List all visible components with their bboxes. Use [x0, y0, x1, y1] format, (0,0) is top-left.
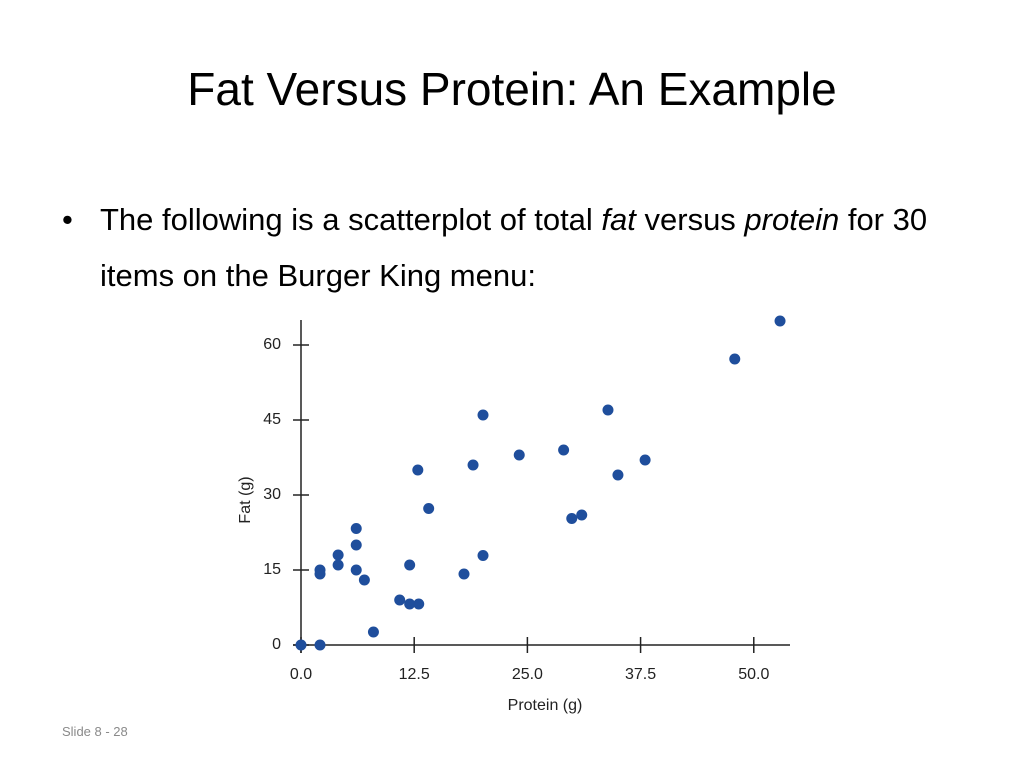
x-tick-label: 25.0 — [512, 666, 543, 683]
point — [367, 626, 379, 638]
text: for 30 items on the Burger King menu: — [100, 202, 928, 293]
point — [412, 464, 424, 476]
y-tick-label: 45 — [263, 411, 281, 428]
point — [477, 409, 489, 421]
point — [774, 315, 786, 327]
text: fat — [601, 202, 636, 237]
point — [404, 559, 416, 571]
x-tick-label: 0.0 — [290, 666, 312, 683]
slide-title: Fat Versus Protein: An Example — [187, 63, 837, 115]
y-tick-label: 60 — [263, 336, 281, 353]
point — [576, 509, 588, 521]
point — [314, 568, 326, 580]
bullet-text: The following is a scatterplot of total … — [100, 192, 970, 304]
point — [413, 598, 425, 610]
y-tick-label: 0 — [272, 636, 281, 653]
x-tick-label: 12.5 — [399, 666, 430, 683]
point — [612, 469, 624, 481]
text: The following is a scatterplot of total — [100, 202, 602, 237]
point — [314, 639, 326, 651]
point — [467, 459, 479, 471]
point — [350, 523, 362, 534]
y-tick-label: 15 — [263, 561, 281, 578]
point — [477, 550, 489, 561]
x-axis-label: Protein (g) — [508, 697, 583, 714]
point — [358, 574, 370, 586]
point — [513, 449, 525, 461]
point — [332, 559, 344, 571]
point — [295, 639, 307, 651]
point — [394, 594, 406, 606]
point — [404, 598, 416, 610]
y-tick-label: 30 — [263, 486, 281, 503]
point — [639, 454, 651, 466]
point — [332, 549, 344, 561]
point — [602, 404, 614, 416]
x-tick-label: 37.5 — [625, 666, 656, 683]
bullet-marker: • — [62, 202, 73, 237]
point — [558, 444, 570, 456]
point — [566, 513, 578, 524]
footer: Slide 8 - 28 — [62, 724, 128, 739]
point — [350, 564, 362, 576]
point — [458, 568, 470, 580]
text: versus — [635, 202, 745, 237]
point — [729, 353, 741, 365]
y-axis-label: Fat (g) — [237, 476, 254, 523]
point — [423, 503, 435, 514]
text: protein — [744, 202, 840, 237]
point — [350, 539, 362, 551]
x-tick-label: 50.0 — [738, 666, 769, 683]
